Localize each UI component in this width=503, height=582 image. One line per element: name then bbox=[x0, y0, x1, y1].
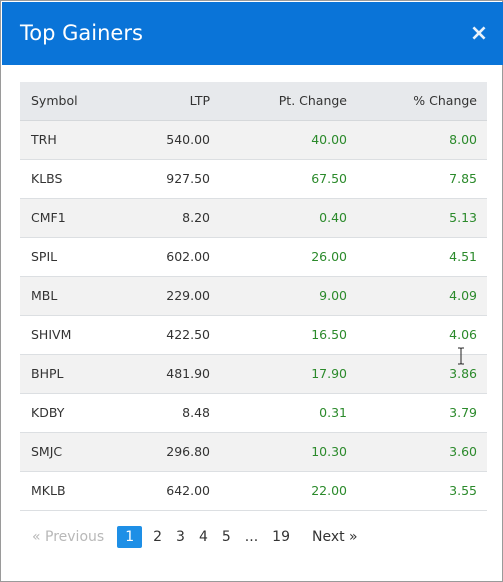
page-button-2[interactable]: 2 bbox=[153, 529, 163, 545]
cell-pt-change: 10.30 bbox=[210, 432, 347, 472]
cell-pt-change: 16.50 bbox=[210, 315, 347, 355]
page-button-4[interactable]: 4 bbox=[198, 529, 208, 545]
cell-symbol: SHIVM bbox=[20, 315, 130, 355]
table-row[interactable]: SMJC 296.80 10.30 3.60 bbox=[20, 432, 487, 472]
cell-ltp: 296.80 bbox=[130, 432, 210, 472]
header-ltp[interactable]: LTP bbox=[130, 82, 210, 121]
cell-symbol: KDBY bbox=[20, 393, 130, 433]
page-button-3[interactable]: 3 bbox=[176, 529, 185, 545]
cell-symbol: TRH bbox=[20, 120, 130, 160]
table-row[interactable]: MKLB 642.00 22.00 3.55 bbox=[20, 471, 487, 511]
cell-pt-change: 40.00 bbox=[210, 120, 347, 160]
previous-page-button[interactable]: « Previous bbox=[32, 529, 105, 545]
cell-pt-change: 0.31 bbox=[210, 393, 347, 433]
text-cursor-icon bbox=[457, 347, 465, 365]
table-row[interactable]: TRH 540.00 40.00 8.00 bbox=[20, 120, 487, 160]
cell-ltp: 229.00 bbox=[130, 276, 210, 316]
header-pt-change[interactable]: Pt. Change bbox=[210, 82, 347, 121]
cell-ltp: 422.50 bbox=[130, 315, 210, 355]
cell-pct-change: 4.51 bbox=[347, 237, 487, 277]
table-row[interactable]: MBL 229.00 9.00 4.09 bbox=[20, 276, 487, 316]
cell-pt-change: 26.00 bbox=[210, 237, 347, 277]
cell-symbol: SMJC bbox=[20, 432, 130, 472]
table-row[interactable]: BHPL 481.90 17.90 3.86 bbox=[20, 354, 487, 394]
cell-pct-change: 3.55 bbox=[347, 471, 487, 511]
table-row[interactable]: SHIVM 422.50 16.50 4.06 bbox=[20, 315, 487, 355]
cell-symbol: BHPL bbox=[20, 354, 130, 394]
cell-pct-change: 4.09 bbox=[347, 276, 487, 316]
page-button-5[interactable]: 5 bbox=[221, 529, 231, 545]
cell-symbol: KLBS bbox=[20, 159, 130, 199]
cell-ltp: 8.48 bbox=[130, 393, 210, 433]
cell-ltp: 8.20 bbox=[130, 198, 210, 238]
pagination: « Previous 1 2 3 4 5 ... 19 Next » bbox=[25, 525, 365, 549]
table-row[interactable]: CMF1 8.20 0.40 5.13 bbox=[20, 198, 487, 238]
cell-pt-change: 22.00 bbox=[210, 471, 347, 511]
cell-pt-change: 67.50 bbox=[210, 159, 347, 199]
next-page-button[interactable]: Next » bbox=[311, 529, 358, 545]
cell-symbol: MKLB bbox=[20, 471, 130, 511]
cell-pct-change: 3.60 bbox=[347, 432, 487, 472]
gainers-table: Symbol LTP Pt. Change % Change TRH 540.0… bbox=[20, 82, 487, 511]
cell-pct-change: 3.79 bbox=[347, 393, 487, 433]
page-button-19[interactable]: 19 bbox=[272, 529, 290, 545]
modal-title: Top Gainers bbox=[20, 21, 143, 45]
cell-ltp: 602.00 bbox=[130, 237, 210, 277]
page-button-1[interactable]: 1 bbox=[117, 526, 143, 548]
cell-pct-change: 5.13 bbox=[347, 198, 487, 238]
close-icon[interactable]: × bbox=[469, 21, 489, 46]
table-row[interactable]: KLBS 927.50 67.50 7.85 bbox=[20, 159, 487, 199]
cell-ltp: 642.00 bbox=[130, 471, 210, 511]
cell-symbol: CMF1 bbox=[20, 198, 130, 238]
cell-pt-change: 17.90 bbox=[210, 354, 347, 394]
header-symbol[interactable]: Symbol bbox=[20, 82, 130, 121]
cell-symbol: SPIL bbox=[20, 237, 130, 277]
cell-ltp: 927.50 bbox=[130, 159, 210, 199]
cell-pct-change: 7.85 bbox=[347, 159, 487, 199]
cell-pt-change: 0.40 bbox=[210, 198, 347, 238]
cell-ltp: 540.00 bbox=[130, 120, 210, 160]
table-row[interactable]: KDBY 8.48 0.31 3.79 bbox=[20, 393, 487, 433]
cell-pct-change: 8.00 bbox=[347, 120, 487, 160]
modal-header: Top Gainers × bbox=[2, 2, 503, 65]
cell-pct-change: 3.86 bbox=[347, 354, 487, 394]
header-pct-change[interactable]: % Change bbox=[347, 82, 487, 121]
table-header-row: Symbol LTP Pt. Change % Change bbox=[20, 82, 487, 121]
table-row[interactable]: SPIL 602.00 26.00 4.51 bbox=[20, 237, 487, 277]
cell-symbol: MBL bbox=[20, 276, 130, 316]
cell-pt-change: 9.00 bbox=[210, 276, 347, 316]
page-ellipsis: ... bbox=[244, 529, 259, 545]
cell-pct-change: 4.06 bbox=[347, 315, 487, 355]
cell-ltp: 481.90 bbox=[130, 354, 210, 394]
